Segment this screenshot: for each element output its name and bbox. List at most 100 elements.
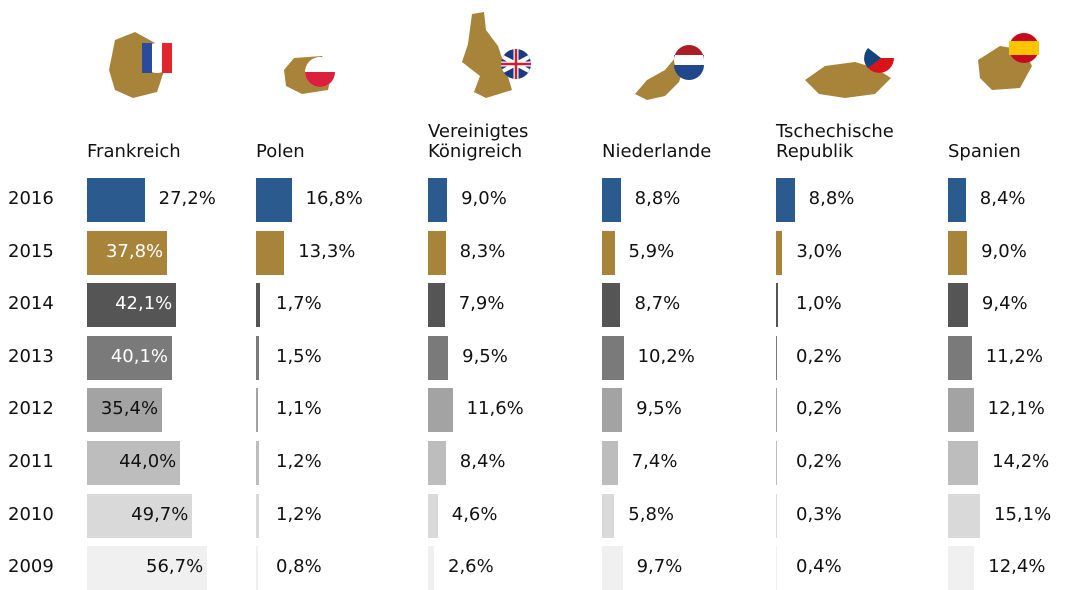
value-label: 1,0% — [796, 293, 842, 314]
value-label: 8,8% — [809, 188, 855, 209]
bar — [602, 231, 615, 275]
bar — [428, 178, 447, 222]
bar — [948, 283, 968, 327]
series-name: Tschechische Republik — [776, 110, 936, 162]
bar — [602, 388, 622, 432]
value-label: 12,4% — [988, 556, 1045, 577]
value-label: 12,1% — [988, 398, 1045, 419]
value-label: 1,7% — [276, 293, 322, 314]
value-label: 5,9% — [629, 241, 675, 262]
bar — [776, 178, 795, 222]
bar — [428, 494, 438, 538]
bar — [428, 336, 448, 380]
value-label: 3,0% — [796, 241, 842, 262]
value-label: 1,2% — [276, 504, 322, 525]
value-label: 15,1% — [994, 504, 1051, 525]
bar — [428, 231, 446, 275]
value-label: 9,0% — [981, 241, 1027, 262]
series-name: Frankreich — [87, 110, 247, 162]
series-name: Polen — [256, 110, 416, 162]
value-label: 8,3% — [460, 241, 506, 262]
bar — [948, 546, 974, 590]
bar — [948, 441, 978, 485]
year-label: 2010 — [8, 504, 78, 525]
bar — [948, 178, 966, 222]
value-label: 49,7% — [131, 504, 188, 525]
value-label: 2,6% — [448, 556, 494, 577]
legend-entry: Vereinigtes Königreich — [428, 122, 528, 162]
bar — [602, 178, 621, 222]
year-label: 2011 — [8, 451, 78, 472]
value-label: 8,4% — [460, 451, 506, 472]
bar — [602, 441, 618, 485]
series-name: Vereinigtes Königreich — [428, 110, 588, 162]
bar — [256, 546, 258, 590]
value-label: 40,1% — [111, 346, 168, 367]
value-label: 8,4% — [980, 188, 1026, 209]
value-label: 7,9% — [459, 293, 505, 314]
series-name: Spanien — [948, 110, 1067, 162]
value-label: 0,2% — [796, 451, 842, 472]
value-label: 0,8% — [276, 556, 322, 577]
bar — [256, 388, 258, 432]
value-label: 37,8% — [106, 241, 163, 262]
value-label: 9,4% — [982, 293, 1028, 314]
bar — [428, 546, 434, 590]
value-label: 0,2% — [796, 346, 842, 367]
legend-entry: Niederlande — [602, 142, 711, 162]
bar — [948, 388, 974, 432]
year-label: 2014 — [8, 293, 78, 314]
year-label: 2009 — [8, 556, 78, 577]
bar — [256, 336, 259, 380]
year-label: 2012 — [8, 398, 78, 419]
year-label: 2015 — [8, 241, 78, 262]
legend-entry: Frankreich — [87, 142, 181, 162]
value-label: 9,5% — [636, 398, 682, 419]
year-label: 2013 — [8, 346, 78, 367]
bar — [776, 494, 777, 538]
bar — [602, 283, 620, 327]
bar — [428, 388, 453, 432]
bar — [602, 546, 623, 590]
year-label: 2016 — [8, 188, 78, 209]
value-label: 11,6% — [467, 398, 524, 419]
legend-entry: Tschechische Republik — [776, 122, 894, 162]
value-label: 7,4% — [632, 451, 678, 472]
bar — [948, 336, 972, 380]
value-label: 0,4% — [796, 556, 842, 577]
value-label: 5,8% — [628, 504, 674, 525]
value-label: 9,0% — [461, 188, 507, 209]
value-label: 4,6% — [452, 504, 498, 525]
bar — [776, 231, 782, 275]
bar — [256, 441, 259, 485]
bar — [776, 546, 777, 590]
bar — [256, 231, 284, 275]
bar — [256, 283, 260, 327]
value-label: 10,2% — [638, 346, 695, 367]
bar — [602, 336, 624, 380]
bar — [948, 231, 967, 275]
value-label: 1,5% — [276, 346, 322, 367]
value-label: 14,2% — [992, 451, 1049, 472]
value-label: 42,1% — [115, 293, 172, 314]
bar — [602, 494, 614, 538]
value-label: 13,3% — [298, 241, 355, 262]
value-label: 16,8% — [306, 188, 363, 209]
value-label: 35,4% — [101, 398, 158, 419]
value-label: 0,2% — [796, 398, 842, 419]
legend-entry: Spanien — [948, 142, 1021, 162]
value-label: 56,7% — [146, 556, 203, 577]
bar — [256, 494, 259, 538]
bar — [428, 441, 446, 485]
bar — [256, 178, 292, 222]
value-label: 8,7% — [634, 293, 680, 314]
value-label: 9,7% — [637, 556, 683, 577]
value-label: 0,3% — [796, 504, 842, 525]
value-label: 11,2% — [986, 346, 1043, 367]
bar — [776, 283, 778, 327]
bar — [87, 178, 145, 222]
value-label: 8,8% — [635, 188, 681, 209]
legend-entry: Polen — [256, 142, 305, 162]
